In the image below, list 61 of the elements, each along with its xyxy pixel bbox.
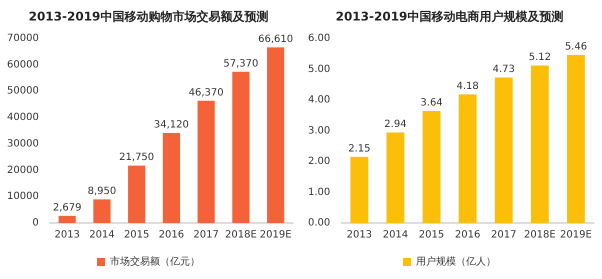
bar [198,100,215,223]
x-tick-label: 2016 [158,230,184,241]
x-tick-label: 2015 [418,230,444,241]
bar [232,72,250,223]
bar [58,216,76,223]
x-tick-label: 2017 [193,230,219,241]
y-tick-label: 5.00 [308,64,330,75]
x-tick-label: 2013 [54,230,80,241]
x-tick-label: 2014 [89,230,115,241]
data-label: 4.73 [492,64,515,76]
y-tick-label: 40000 [7,112,39,124]
data-label: 2.94 [384,119,407,130]
y-tick-label: 4.00 [308,94,330,106]
bar [458,94,477,223]
bar [162,133,180,223]
data-label: 34,120 [154,120,189,131]
y-tick-label: 3.00 [308,125,330,136]
data-label: 66,610 [258,34,294,45]
x-tick-label: 2017 [491,230,516,241]
x-tick-label: 2019E [560,230,592,241]
data-label: 57,370 [223,58,258,70]
y-tick-label: 6.00 [308,32,330,44]
x-tick-label: 2016 [454,230,480,241]
x-tick-label: 2019E [260,230,292,241]
bar [530,65,549,223]
data-label: 3.64 [420,98,443,109]
x-tick-label: 2018E [524,230,556,241]
bar [422,111,440,223]
x-tick-label: 2015 [124,230,150,241]
x-tick-label: 2018E [225,230,257,241]
chart-title: 2013-2019中国移动电商用户规模及预测 [336,9,564,24]
y-tick-label: 60000 [7,59,39,70]
data-label: 2.15 [348,143,370,154]
data-label: 2,679 [52,202,82,214]
chart-title: 2013-2019中国移动购物市场交易额及预测 [28,9,268,24]
y-tick-label: 0.00 [308,218,330,229]
data-label: 21,750 [119,152,154,164]
bar [567,55,585,223]
bar [350,156,368,223]
y-tick-label: 0 [32,218,39,229]
data-label: 5.12 [528,52,551,64]
data-label: 46,370 [188,87,224,98]
x-tick-label: 2013 [346,230,372,241]
y-tick-label: 50000 [7,86,39,97]
data-label: 5.46 [564,42,588,53]
y-tick-label: 70000 [7,32,39,44]
data-label: 8,950 [88,186,116,197]
bar [494,77,513,223]
bar [93,199,111,223]
y-tick-label: 1.00 [308,186,330,198]
y-tick-label: 20000 [7,164,39,176]
legend-label: 市场交易额（亿元） [110,256,200,268]
bar [128,166,146,223]
bar [267,47,284,223]
y-tick-label: 2.00 [308,156,330,168]
legend-label: 用户规模（亿人） [416,256,496,268]
bar [386,132,404,223]
data-label: 4.18 [456,80,479,92]
y-tick-label: 10000 [7,191,39,202]
y-tick-label: 30000 [7,138,39,150]
x-tick-label: 2014 [382,230,408,241]
